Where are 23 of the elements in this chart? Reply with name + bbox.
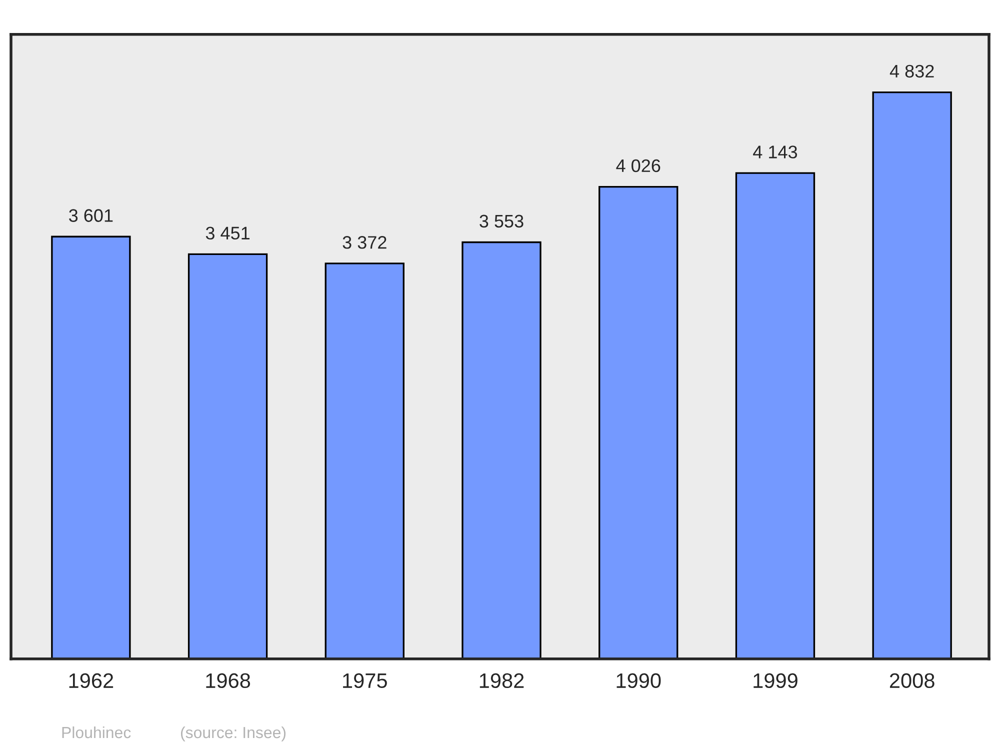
data-label: 4 143 xyxy=(753,146,798,158)
text: (source: Insee) xyxy=(180,726,286,742)
x-tick-label: 1999 xyxy=(754,673,798,688)
x-tick-label: 2008 xyxy=(890,673,934,688)
data-label: 3 601 xyxy=(69,209,113,222)
text: Plouhinec xyxy=(62,726,131,738)
x-tick-label: 1990 xyxy=(616,673,661,688)
bar xyxy=(598,186,678,659)
data-label: 4 026 xyxy=(616,159,660,172)
data-label: 3 372 xyxy=(342,236,386,249)
x-tick-label: 1962 xyxy=(69,673,114,688)
x-tick-label: 1968 xyxy=(206,673,250,688)
data-label: 4 832 xyxy=(890,64,934,78)
data-label: 3 553 xyxy=(480,214,524,228)
bar xyxy=(324,262,404,659)
bar xyxy=(188,253,268,659)
x-tick-label: 1982 xyxy=(480,673,524,688)
bar xyxy=(462,241,542,659)
data-label: 3 451 xyxy=(206,226,250,240)
bar xyxy=(872,91,952,659)
x-tick-label: 1975 xyxy=(343,673,387,688)
bar xyxy=(735,172,816,659)
bar xyxy=(51,236,131,659)
